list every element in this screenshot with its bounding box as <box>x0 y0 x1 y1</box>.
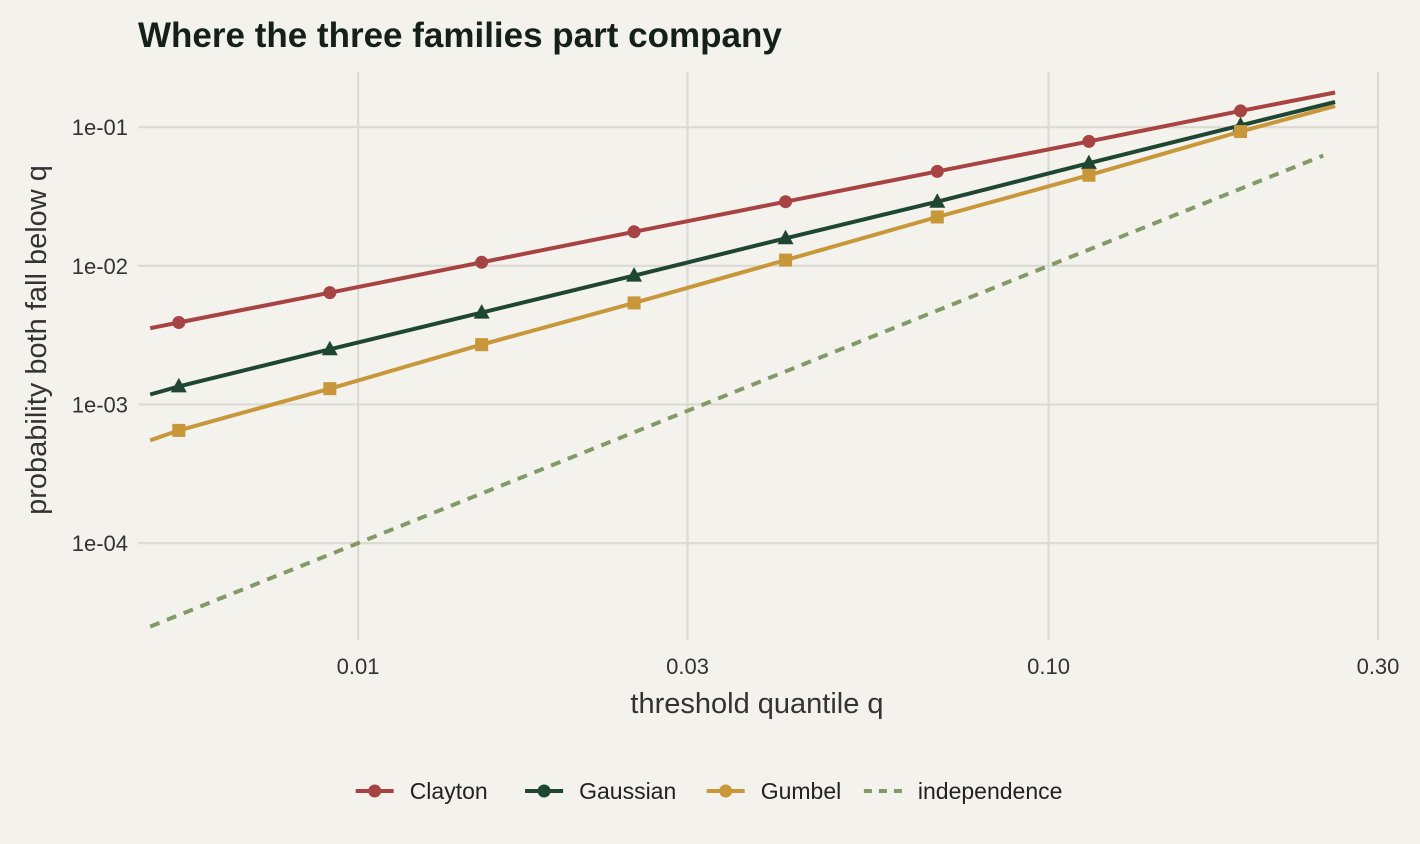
legend-item-gumbel: Gumbel <box>706 778 842 804</box>
data-point-clayton <box>172 316 186 330</box>
legend-item-independence: independence <box>863 778 1063 804</box>
data-point-clayton <box>779 195 793 209</box>
series-line-gumbel <box>149 104 1336 443</box>
y-tick-label: 1e-03 <box>72 392 128 417</box>
y-tick-label: 1e-01 <box>72 115 128 140</box>
data-point-gaussian <box>626 267 643 282</box>
y-tick-label: 1e-04 <box>72 531 128 556</box>
x-tick-label: 0.01 <box>337 654 380 679</box>
series-independence <box>149 153 1325 629</box>
data-point-gumbel <box>930 210 944 224</box>
legend: Clayton Gaussian Gumbel independence <box>355 778 1063 804</box>
data-point-gumbel <box>627 296 641 310</box>
legend-marker-gaussian <box>537 784 551 798</box>
data-point-gaussian <box>1080 154 1097 170</box>
x-axis-title: threshold quantile q <box>630 688 883 720</box>
gridlines <box>138 72 1380 640</box>
data-point-gaussian <box>473 304 490 319</box>
x-tick-label: 0.03 <box>666 654 709 679</box>
data-point-gumbel <box>172 423 186 437</box>
x-axis-ticks: 0.01 0.03 0.10 0.30 <box>337 654 1400 679</box>
series-line-gaussian <box>149 100 1336 397</box>
data-point-gaussian <box>777 229 794 245</box>
data-point-clayton <box>627 225 641 239</box>
series-gumbel <box>149 104 1336 443</box>
series-line-independence <box>149 153 1325 629</box>
legend-marker-clayton <box>368 784 382 798</box>
legend-label: Clayton <box>410 778 488 804</box>
plot-area <box>149 90 1336 629</box>
y-tick-label: 1e-02 <box>72 254 128 279</box>
data-point-gumbel <box>1234 125 1248 139</box>
legend-marker-gumbel <box>719 784 733 798</box>
data-point-gumbel <box>323 382 337 396</box>
data-point-gumbel <box>779 253 793 267</box>
x-tick-label: 0.10 <box>1027 654 1070 679</box>
series-line-clayton <box>149 90 1336 331</box>
y-axis-title: probability both fall below q <box>21 165 53 515</box>
data-point-clayton <box>930 164 944 178</box>
data-point-gaussian <box>929 193 946 208</box>
legend-label: Gaussian <box>579 778 676 804</box>
y-axis-ticks: 1e-04 1e-03 1e-02 1e-01 <box>72 115 128 556</box>
legend-label: Gumbel <box>761 778 842 804</box>
series-gaussian <box>149 100 1336 397</box>
data-point-clayton <box>1082 134 1096 148</box>
data-point-clayton <box>1234 104 1248 118</box>
series-clayton <box>149 90 1336 331</box>
data-point-gaussian <box>170 377 187 393</box>
legend-item-gaussian: Gaussian <box>525 778 676 804</box>
data-point-gumbel <box>1082 168 1096 182</box>
data-point-clayton <box>323 286 337 300</box>
data-point-gumbel <box>475 338 489 352</box>
legend-item-clayton: Clayton <box>355 778 488 804</box>
chart-title: Where the three families part company <box>138 16 782 55</box>
data-point-gaussian <box>321 340 338 356</box>
legend-label: independence <box>918 778 1063 804</box>
data-point-clayton <box>475 255 489 269</box>
x-tick-label: 0.30 <box>1357 654 1400 679</box>
